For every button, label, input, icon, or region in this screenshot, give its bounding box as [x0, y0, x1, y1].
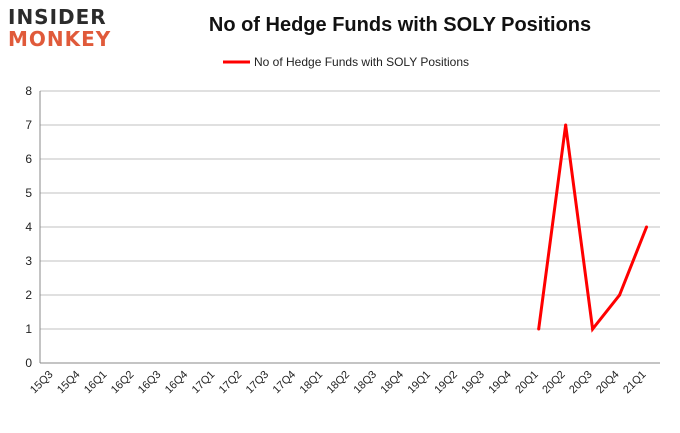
data-point — [564, 123, 568, 127]
x-tick-label: 18Q3 — [352, 369, 380, 397]
x-tick-label: 20Q1 — [513, 369, 541, 397]
x-tick-label: 16Q4 — [163, 369, 191, 397]
x-tick-label: 17Q2 — [217, 369, 245, 397]
y-tick-label: 2 — [25, 288, 32, 302]
x-tick-label: 15Q4 — [55, 369, 83, 397]
x-tick-label: 20Q4 — [594, 369, 622, 397]
x-tick-label: 19Q3 — [459, 369, 487, 397]
x-tick-label: 16Q1 — [82, 369, 110, 397]
insider-monkey-logo: INSIDER MONKEY — [8, 6, 128, 50]
y-tick-label: 6 — [25, 152, 32, 166]
data-point — [537, 327, 541, 331]
y-tick-label: 0 — [25, 356, 32, 370]
x-tick-label: 18Q4 — [379, 369, 407, 397]
y-tick-label: 4 — [25, 220, 32, 234]
y-tick-label: 1 — [25, 322, 32, 336]
x-tick-label: 20Q3 — [567, 369, 595, 397]
x-tick-label: 20Q2 — [540, 369, 568, 397]
x-tick-label: 16Q3 — [136, 369, 164, 397]
data-point — [618, 293, 622, 297]
x-tick-label: 18Q2 — [325, 369, 353, 397]
data-point — [645, 225, 649, 229]
chart-title: No of Hedge Funds with SOLY Positions — [208, 14, 592, 36]
x-tick-label: 19Q2 — [432, 369, 460, 397]
logo-line-1: INSIDER — [8, 5, 107, 29]
y-tick-label: 5 — [25, 186, 32, 200]
x-tick-label: 17Q1 — [190, 369, 218, 397]
x-tick-label: 17Q3 — [244, 369, 272, 397]
x-tick-label: 19Q1 — [405, 369, 433, 397]
x-tick-label: 16Q2 — [109, 369, 137, 397]
x-tick-label: 18Q1 — [298, 369, 326, 397]
x-tick-label: 15Q3 — [28, 369, 56, 397]
x-tick-label: 21Q1 — [621, 369, 649, 397]
x-tick-label: 19Q4 — [486, 369, 514, 397]
y-tick-label: 8 — [25, 84, 32, 98]
data-point — [591, 327, 595, 331]
legend-label: No of Hedge Funds with SOLY Positions — [254, 55, 469, 69]
logo-line-2: MONKEY — [8, 27, 112, 51]
y-tick-label: 3 — [25, 254, 32, 268]
y-tick-label: 7 — [25, 118, 32, 132]
x-tick-label: 17Q4 — [271, 369, 299, 397]
